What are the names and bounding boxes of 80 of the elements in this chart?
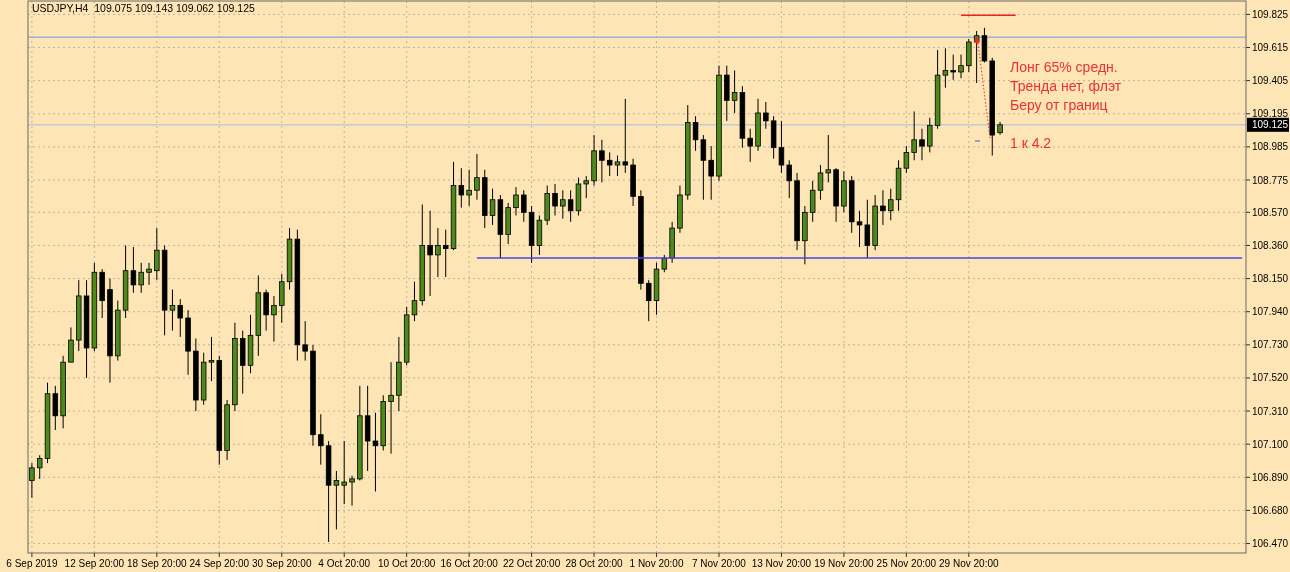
annotation: Лонг 65% средн. <box>1010 59 1118 75</box>
candlestick <box>349 475 355 507</box>
candlestick <box>318 413 324 466</box>
candlestick <box>474 153 480 201</box>
y-tick-label: 107.100 <box>1252 438 1289 450</box>
candlestick <box>341 440 347 505</box>
x-tick-label: 25 Nov 20:00 <box>876 558 937 569</box>
candlestick <box>36 454 43 480</box>
y-tick-label: 107.310 <box>1252 405 1289 417</box>
candlestick <box>950 54 956 81</box>
candlestick <box>427 210 433 297</box>
y-tick-label: 106.470 <box>1252 538 1289 550</box>
x-tick-label: 29 Nov 20:00 <box>939 558 999 569</box>
candlestick <box>302 320 308 362</box>
candlestick <box>958 54 964 79</box>
y-tick-label: 107.940 <box>1252 306 1289 318</box>
x-tick-label: 4 Oct 20:00 <box>318 558 371 569</box>
annotation: Тренда нет, флэт <box>1010 78 1122 94</box>
candlestick <box>599 139 605 183</box>
y-tick-label: 109.825 <box>1252 8 1289 20</box>
candlestick <box>388 361 394 455</box>
candlestick <box>927 117 933 153</box>
candlestick <box>68 326 74 363</box>
x-tick-label: 19 Nov 20:00 <box>814 558 875 569</box>
y-tick-label: 108.985 <box>1252 141 1289 153</box>
candlestick <box>29 462 35 499</box>
candlestick <box>622 98 629 174</box>
candlestick <box>645 279 652 322</box>
candlestick <box>966 38 972 73</box>
candlestick <box>435 227 441 278</box>
x-tick-label: 30 Sep 20:00 <box>252 558 312 569</box>
x-tick-label: 24 Sep 20:00 <box>189 558 250 569</box>
x-tick-label: 6 Sep 2019 <box>6 558 58 569</box>
x-tick-label: 22 Oct 20:00 <box>502 558 561 569</box>
candlestick <box>263 289 269 332</box>
candlestick <box>279 273 285 324</box>
x-tick-label: 10 Oct 20:00 <box>378 558 436 569</box>
annotation: 1 к 4.2 <box>1010 135 1052 151</box>
candlestick <box>513 186 519 216</box>
candlestick <box>919 128 925 161</box>
y-tick-label: 108.150 <box>1252 273 1289 285</box>
candlestick <box>763 101 769 130</box>
y-tick-label: 108.570 <box>1252 206 1289 218</box>
candlestick <box>786 159 792 199</box>
y-tick-label: 108.360 <box>1252 239 1289 251</box>
y-tick-label: 109.615 <box>1252 42 1289 54</box>
candlestick <box>583 175 589 199</box>
candlestick <box>521 189 527 223</box>
x-tick-label: 1 Nov 20:00 <box>629 558 684 569</box>
candlestick <box>442 229 449 278</box>
annotation: Беру от границ <box>1010 97 1108 113</box>
x-tick-label: 12 Sep 20:00 <box>64 558 125 569</box>
candlestick <box>138 262 144 294</box>
y-tick-label: 109.405 <box>1252 75 1289 87</box>
candlestick <box>271 295 277 343</box>
candlestick <box>825 134 832 183</box>
y-tick-label: 109.195 <box>1252 108 1289 120</box>
x-tick-label: 28 Oct 20:00 <box>565 558 624 569</box>
candlestick <box>154 227 160 281</box>
candlestick <box>466 169 472 207</box>
x-tick-label: 16 Oct 20:00 <box>440 558 499 569</box>
y-tick-label: 106.890 <box>1252 471 1289 483</box>
candlestick <box>552 183 558 216</box>
candlestick <box>146 262 152 286</box>
y-tick-label: 107.520 <box>1252 372 1289 384</box>
candlestick <box>177 298 183 338</box>
candlestick <box>560 189 566 220</box>
chart-title: USDJPY,H4 109.075 109.143 109.062 109.125 <box>32 2 255 14</box>
candlestick <box>747 128 753 163</box>
candlestick <box>708 145 714 201</box>
x-tick-label: 18 Sep 20:00 <box>127 558 188 569</box>
y-tick-label: 107.730 <box>1252 339 1289 351</box>
candlestick <box>880 189 886 226</box>
candlestick <box>911 110 917 161</box>
x-tick-label: 13 Nov 20:00 <box>751 558 812 569</box>
candlestick <box>888 188 894 221</box>
y-tick-label: 108.775 <box>1252 174 1289 186</box>
y-tick-label: 106.680 <box>1252 504 1289 516</box>
x-tick-label: 7 Nov 20:00 <box>692 558 747 569</box>
ref-line-label: 109.125 <box>1252 119 1289 131</box>
